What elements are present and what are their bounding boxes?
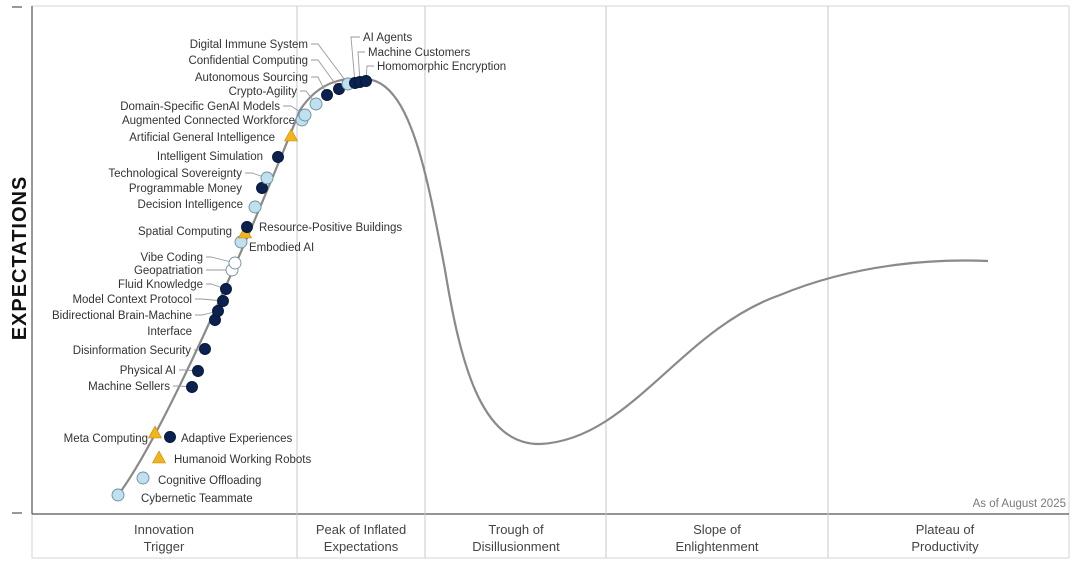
marker-vibe-coding [228,256,242,270]
label-resource-positive-buildings: Resource-Positive Buildings [259,222,402,234]
phase-label-plateau-of-productivity-line1: Plateau of [916,522,975,537]
label-ai-agents: AI Agents [363,32,412,44]
label-cognitive-offloading: Cognitive Offloading [158,475,261,487]
label-autonomous-sourcing: Autonomous Sourcing [195,72,308,84]
marker-disinformation-security [199,343,211,355]
marker-artificial-general-intelligence [283,128,299,142]
marker-model-context-protocol [217,295,229,307]
label-domain-specific-genai-models: Domain-Specific GenAI Models [120,101,280,113]
phase-label-trough-of-disillusionment-line2: Disillusionment [472,539,560,554]
marker-resource-positive-buildings [241,221,253,233]
as-of-note: As of August 2025 [973,498,1066,510]
phase-labels: Innovation Trigger Peak of Inflated Expecta… [134,522,979,554]
label-augmented-connected-workforce: Augmented Connected Workforce [122,115,295,127]
label-model-context-protocol: Model Context Protocol [72,294,192,306]
label-artificial-general-intelligence: Artificial General Intelligence [129,132,275,144]
label-machine-sellers: Machine Sellers [88,381,170,393]
marker-crypto-agility [309,97,323,111]
marker-fluid-knowledge [220,283,232,295]
label-humanoid-working-robots: Humanoid Working Robots [174,454,311,466]
technology-labels: Cybernetic Teammate Cognitive Offloading H… [52,32,506,505]
marker-adaptive-experiences [164,431,176,443]
label-technological-sovereignty: Technological Sovereignty [108,168,242,180]
label-interface: Interface [147,326,192,338]
label-confidential-computing: Confidential Computing [188,55,308,67]
label-machine-customers: Machine Customers [368,47,471,59]
marker-physical-ai [192,365,204,377]
phase-label-trough-of-disillusionment-line1: Trough of [488,522,544,537]
leader-machine-customers [357,51,365,83]
label-crypto-agility: Crypto-Agility [229,86,298,98]
phase-label-innovation-trigger-line1: Innovation [134,522,194,537]
label-spatial-computing: Spatial Computing [138,226,232,238]
phase-label-innovation-trigger-line2: Trigger [144,539,185,554]
plot-area [31,5,1070,515]
label-physical-ai: Physical AI [120,365,176,377]
marker-bidirectional-brain-machine [212,305,224,317]
leader-ai-agents [350,36,360,84]
marker-machine-sellers [186,381,198,393]
leader-lines [173,36,374,388]
label-adaptive-experiences: Adaptive Experiences [181,433,292,445]
marker-domain-specific-genai-models [298,108,312,122]
label-digital-immune-system: Digital Immune System [190,39,308,51]
marker-cybernetic-teammate [111,488,125,502]
leader-digital-immune-system [311,43,349,85]
phase-label-peak-of-inflated-expectations-line2: Expectations [324,539,399,554]
label-homomorphic-encryption: Homomorphic Encryption [377,61,506,73]
marker-meta-computing [147,425,163,439]
phase-label-slope-of-enlightenment-line2: Enlightenment [675,539,758,554]
marker-decision-intelligence [248,200,262,214]
leader-model-context-protocol [195,298,224,302]
leader-autonomous-sourcing [311,76,328,96]
marker-cognitive-offloading [136,471,150,485]
label-cybernetic-teammate: Cybernetic Teammate [141,493,253,505]
marker-technological-sovereignty [260,171,274,185]
hype-curve [117,77,989,496]
technology-markers [111,75,372,502]
marker-intelligent-simulation [272,151,284,163]
marker-homomorphic-encryption [360,75,372,87]
label-disinformation-security: Disinformation Security [73,345,191,357]
label-decision-intelligence: Decision Intelligence [138,199,243,211]
phase-label-peak-of-inflated-expectations-line1: Peak of Inflated [316,522,406,537]
label-fluid-knowledge: Fluid Knowledge [118,279,203,291]
y-axis-title: EXPECTATIONS [9,176,31,341]
leader-vibe-coding [206,256,236,264]
label-intelligent-simulation: Intelligent Simulation [157,151,263,163]
label-programmable-money: Programmable Money [129,183,242,195]
label-bidirectional-brain-machine: Bidirectional Brain-Machine [52,310,192,322]
label-vibe-coding: Vibe Coding [141,252,203,264]
label-geopatriation: Geopatriation [134,265,203,277]
marker-autonomous-sourcing [321,89,333,101]
label-embodied-ai: Embodied AI [249,242,314,254]
marker-humanoid-working-robots [151,450,167,464]
phase-label-slope-of-enlightenment-line1: Slope of [693,522,741,537]
phase-footer [31,513,1070,559]
label-meta-computing: Meta Computing [64,433,148,445]
leader-confidential-computing [311,59,340,90]
marker-programmable-money [256,182,268,194]
phase-label-plateau-of-productivity-line2: Productivity [911,539,979,554]
